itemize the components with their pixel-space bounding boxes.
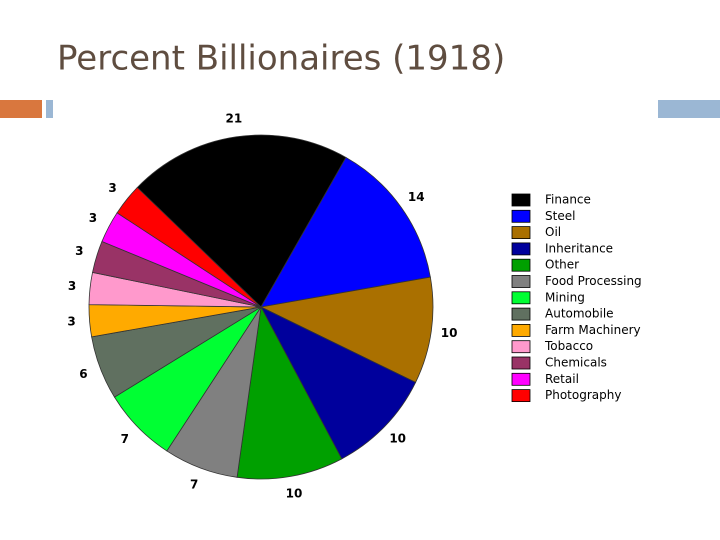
legend-label: Finance: [545, 193, 591, 207]
data-label: 21: [226, 111, 243, 125]
data-label: 14: [408, 190, 425, 204]
pie-slice: [116, 186, 262, 308]
legend-label: Inheritance: [545, 241, 613, 255]
accent-square: [46, 100, 53, 118]
data-label: 3: [89, 211, 97, 225]
legend-swatch: [511, 307, 531, 321]
legend-label: Steel: [545, 209, 575, 223]
legend-swatch: [511, 356, 531, 370]
data-label: 7: [121, 432, 129, 446]
legend-label: Retail: [545, 372, 579, 386]
legend-swatch: [511, 291, 531, 305]
legend-swatch: [511, 242, 531, 256]
slide-title: Percent Billionaires (1918): [57, 39, 505, 79]
legend-swatch: [511, 258, 531, 272]
data-label: 3: [75, 244, 83, 258]
legend-swatch: [511, 193, 531, 207]
legend-label: Tobacco: [544, 339, 593, 353]
accent-bar: [0, 100, 42, 118]
pie-slice: [259, 276, 434, 383]
legend-label: Farm Machinery: [545, 323, 641, 337]
legend-swatch: [511, 340, 531, 354]
legend-label: Photography: [545, 388, 621, 402]
legend-swatch: [511, 389, 531, 403]
data-label: 10: [441, 326, 458, 340]
pie-slice: [260, 156, 431, 308]
pie-slice: [260, 306, 417, 460]
legend-swatch: [511, 226, 531, 240]
pie-slice: [236, 305, 343, 480]
data-label: 7: [190, 477, 198, 491]
legend-swatch: [511, 372, 531, 386]
accent-bar: [658, 100, 720, 118]
legend-label: Food Processing: [545, 274, 642, 288]
legend-label: Other: [545, 258, 579, 272]
data-label: 3: [108, 181, 116, 195]
legend-label: Chemicals: [545, 356, 607, 370]
legend-label: Mining: [545, 290, 585, 304]
legend-swatch: [511, 323, 531, 337]
pie-slice: [136, 134, 347, 308]
data-label: 3: [67, 315, 75, 329]
legend-label: Oil: [545, 225, 561, 239]
legend-label: Automobile: [545, 307, 614, 321]
legend-swatch: [511, 275, 531, 288]
chart: 21 14 10 10 10 7 7 6 3 3 3 3 3 Finance Steel Oil Inherit…: [67, 111, 641, 500]
data-label: 6: [79, 367, 87, 381]
data-label: 3: [68, 279, 76, 293]
legend-swatch: [511, 209, 531, 223]
data-label: 10: [389, 431, 406, 445]
data-label: 10: [286, 487, 303, 501]
